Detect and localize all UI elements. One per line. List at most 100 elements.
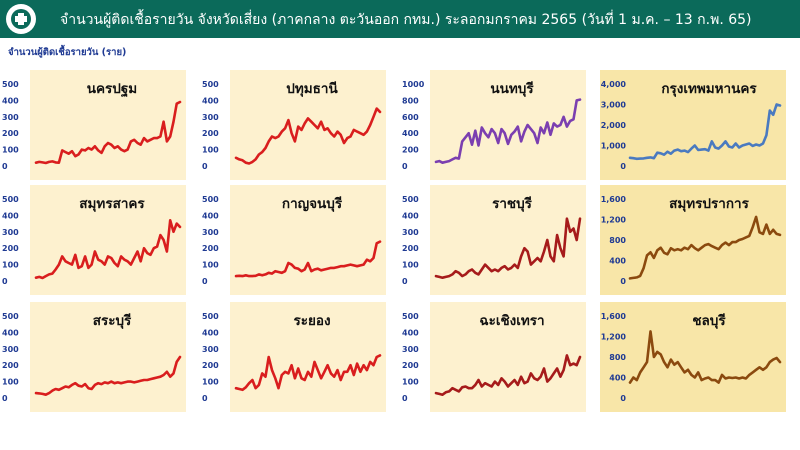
chart-title: กรุงเทพมหานคร <box>661 81 757 97</box>
series-line <box>34 100 182 165</box>
chart-title: สระบุรี <box>93 313 132 329</box>
series-line <box>434 217 582 279</box>
y-tick-label: 100 <box>2 378 19 387</box>
chart-title: ราชบุรี <box>492 196 533 212</box>
series-line <box>434 98 582 164</box>
y-tick-label: 200 <box>402 146 419 155</box>
series-line <box>628 330 782 384</box>
y-tick-label: 1,200 <box>601 333 627 342</box>
y-tick-label: 300 <box>2 113 19 122</box>
line-chart: 0 100 200 300 400 500 ระยอง <box>202 302 386 412</box>
y-tick-label: 400 <box>402 211 419 220</box>
y-tick-label: 300 <box>202 228 219 237</box>
page-title: จำนวนผู้ติดเชื้อรายวัน จังหวัดเสี่ยง (ภา… <box>60 12 752 28</box>
series-line <box>628 103 782 161</box>
series-line <box>234 240 382 278</box>
y-tick-label: 500 <box>2 312 19 321</box>
y-tick-label: 200 <box>202 244 219 253</box>
series-line <box>434 354 582 396</box>
y-tick-label: 500 <box>202 80 219 89</box>
chart-unit-label: จำนวนผู้ติดเชื้อรายวัน (ราย) <box>8 47 127 58</box>
chart-panel: 0 400 800 1,200 1,600 ชลบุรี <box>600 302 786 412</box>
line-chart: 0 100 200 300 400 500 กาญจนบุรี <box>202 185 386 295</box>
y-tick-label: 0 <box>402 277 408 286</box>
y-tick-label: 300 <box>2 228 19 237</box>
y-tick-label: 500 <box>402 312 419 321</box>
chart-title: ชลบุรี <box>692 313 726 329</box>
y-tick-label: 0 <box>2 394 8 403</box>
y-tick-label: 0 <box>620 162 626 171</box>
y-tick-label: 500 <box>2 80 19 89</box>
y-tick-label: 100 <box>202 146 219 155</box>
series-line <box>234 107 382 165</box>
y-tick-label: 400 <box>609 257 626 266</box>
y-tick-label: 500 <box>402 195 419 204</box>
chart-title: ระยอง <box>293 313 330 329</box>
y-tick-label: 100 <box>2 261 19 270</box>
y-tick-label: 0 <box>2 162 8 171</box>
y-tick-label: 500 <box>202 195 219 204</box>
line-chart: 0 100 200 300 400 500 ฉะเชิงเทรา <box>402 302 586 412</box>
y-tick-label: 0 <box>620 277 626 286</box>
y-tick-label: 200 <box>402 361 419 370</box>
y-tick-label: 0 <box>2 277 8 286</box>
line-chart: 0 100 200 300 400 500 สระบุรี <box>2 302 186 412</box>
plot-background <box>230 70 386 180</box>
chart-panel: 0 100 200 300 400 500 นครปฐม <box>0 70 186 180</box>
line-chart: 0 400 800 1,200 1,600 สมุทรปราการ <box>600 185 786 295</box>
y-tick-label: 100 <box>402 378 419 387</box>
chart-panel: 0 100 200 300 400 500 สมุทรสาคร <box>0 185 186 295</box>
line-chart: 0 1,000 2,000 3,000 4,000 กรุงเทพมหานคร <box>600 70 786 180</box>
y-tick-label: 400 <box>402 328 419 337</box>
series-line <box>34 218 182 280</box>
chart-panel: 0 100 200 300 400 500 ระยอง <box>200 302 386 412</box>
y-tick-label: 300 <box>2 345 19 354</box>
chart-panel: 0 100 200 300 400 500 กาญจนบุรี <box>200 185 386 295</box>
y-tick-label: 100 <box>202 261 219 270</box>
chart-title: ฉะเชิงเทรา <box>479 313 544 329</box>
plot-background <box>230 302 386 412</box>
y-tick-label: 200 <box>2 244 19 253</box>
y-tick-label: 400 <box>202 96 219 105</box>
plot-background <box>430 185 586 295</box>
y-tick-label: 300 <box>202 345 219 354</box>
line-chart: 0 200 400 600 800 1000 นนทบุรี <box>402 70 586 180</box>
y-tick-label: 200 <box>202 129 219 138</box>
y-tick-label: 2,000 <box>601 121 627 130</box>
y-tick-label: 300 <box>402 228 419 237</box>
plot-background <box>600 302 786 412</box>
y-tick-label: 200 <box>2 129 19 138</box>
y-tick-label: 500 <box>202 312 219 321</box>
y-tick-label: 100 <box>2 146 19 155</box>
plot-background <box>30 302 186 412</box>
chart-title: ปทุมธานี <box>286 81 338 97</box>
chart-panel: 0 200 400 600 800 1000 นนทบุรี <box>400 70 586 180</box>
y-tick-label: 800 <box>402 96 419 105</box>
y-tick-label: 0 <box>202 162 208 171</box>
y-tick-label: 1,600 <box>601 312 627 321</box>
y-tick-label: 300 <box>202 113 219 122</box>
y-tick-label: 100 <box>202 378 219 387</box>
header-bar: จำนวนผู้ติดเชื้อรายวัน จังหวัดเสี่ยง (ภา… <box>0 0 800 38</box>
y-tick-label: 800 <box>609 353 626 362</box>
ministry-logo-icon <box>6 4 36 34</box>
y-tick-label: 400 <box>2 211 19 220</box>
y-tick-label: 400 <box>402 129 419 138</box>
line-chart: 0 400 800 1,200 1,600 ชลบุรี <box>600 302 786 412</box>
series-line <box>234 354 382 392</box>
y-tick-label: 1,200 <box>601 216 627 225</box>
line-chart: 0 100 200 300 400 500 ปทุมธานี <box>202 70 386 180</box>
chart-panel: 0 100 200 300 400 500 สระบุรี <box>0 302 186 412</box>
y-tick-label: 400 <box>2 328 19 337</box>
y-tick-label: 500 <box>2 195 19 204</box>
plot-background <box>600 185 786 295</box>
chart-panel: 0 100 200 300 400 500 ราชบุรี <box>400 185 586 295</box>
line-chart: 0 100 200 300 400 500 นครปฐม <box>2 70 186 180</box>
chart-panel: 0 100 200 300 400 500 ฉะเชิงเทรา <box>400 302 586 412</box>
y-tick-label: 1,000 <box>601 142 627 151</box>
chart-title: นครปฐม <box>87 81 137 98</box>
y-tick-label: 600 <box>402 113 419 122</box>
y-tick-label: 4,000 <box>601 80 627 89</box>
line-chart: 0 100 200 300 400 500 สมุทรสาคร <box>2 185 186 295</box>
series-line <box>34 355 182 396</box>
